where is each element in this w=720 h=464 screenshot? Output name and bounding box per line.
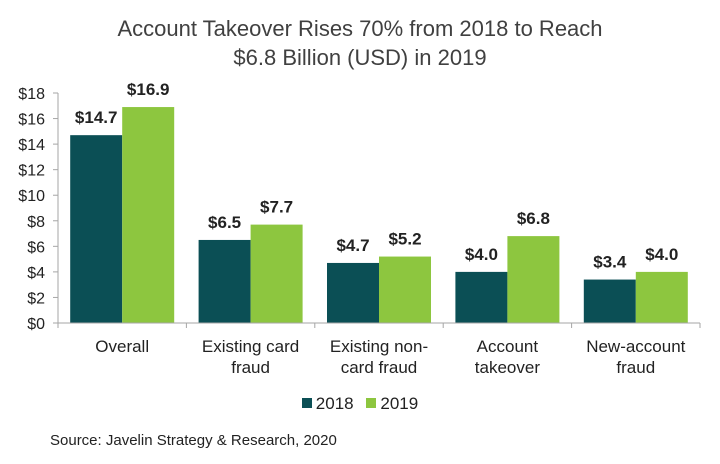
chart-title: Account Takeover Rises 70% from 2018 to … — [0, 14, 720, 72]
category-label: Overall — [95, 337, 149, 356]
legend-label-2018: 2018 — [315, 394, 354, 413]
y-tick-label: $0 — [27, 316, 45, 333]
data-label-2018: $4.0 — [465, 245, 498, 264]
bar-2018 — [455, 271, 508, 323]
bar-2018 — [70, 135, 123, 323]
bars — [70, 107, 688, 323]
category-label: New-account — [586, 337, 685, 356]
category-label: takeover — [475, 358, 541, 377]
y-tick-label: $10 — [18, 188, 45, 205]
legend-swatch-2018 — [301, 398, 312, 408]
data-label-2019: $6.8 — [517, 209, 550, 228]
y-tick-label: $14 — [18, 137, 45, 154]
bar-2018 — [327, 262, 379, 323]
bar-2018 — [583, 279, 636, 323]
y-tick-label: $18 — [18, 86, 45, 103]
data-label-2018: $4.7 — [336, 236, 369, 255]
y-axis: $0 $2 $4 $6 $8 $10 $12 $14 $16 $18 — [18, 86, 59, 333]
bar-2018 — [198, 239, 251, 323]
category-label: fraud — [616, 358, 655, 377]
data-labels: $14.7 $16.9 $6.5 $7.7 $4.7 $5.2 $4.0 $6.8 $3.4 $4… — [75, 80, 678, 271]
data-label-2019: $4.0 — [645, 245, 678, 264]
category-label: Existing non- — [330, 337, 428, 356]
legend-label-2019: 2019 — [380, 394, 419, 413]
y-tick-label: $12 — [18, 163, 45, 180]
source-note: Source: Javelin Strategy & Research, 202… — [50, 432, 337, 449]
legend-item-2019: 2019 — [366, 394, 418, 414]
data-label-2019: $5.2 — [388, 230, 421, 249]
chart-title-line-2: $6.8 Billion (USD) in 2019 — [233, 45, 487, 70]
y-tick-label: $2 — [27, 290, 45, 307]
category-label: Account — [477, 337, 539, 356]
y-tick-label: $16 — [18, 112, 45, 129]
data-label-2018: $3.4 — [593, 253, 627, 272]
data-label-2018: $6.5 — [208, 213, 241, 232]
bar-2019 — [507, 236, 560, 323]
y-tick-label: $6 — [27, 239, 45, 256]
legend-swatch-2019 — [366, 398, 377, 408]
bar-2019 — [635, 271, 688, 323]
category-label: fraud — [231, 358, 270, 377]
bar-2019 — [122, 107, 175, 323]
data-label-2019: $16.9 — [127, 80, 170, 99]
x-axis: Overall Existing card fraud Existing non-ca… — [57, 322, 701, 377]
bar-2019 — [250, 224, 303, 323]
data-label-2019: $7.7 — [260, 198, 293, 217]
legend-item-2018: 2018 — [301, 394, 354, 414]
category-label: card fraud — [341, 358, 418, 377]
y-tick-label: $4 — [27, 265, 45, 282]
y-tick-label: $8 — [27, 214, 45, 231]
legend: 2018 2019 — [0, 394, 720, 414]
chart-title-line-1: Account Takeover Rises 70% from 2018 to … — [117, 16, 603, 41]
bar-2019 — [379, 256, 431, 323]
category-label: Existing card — [202, 337, 299, 356]
data-label-2018: $14.7 — [75, 108, 118, 127]
